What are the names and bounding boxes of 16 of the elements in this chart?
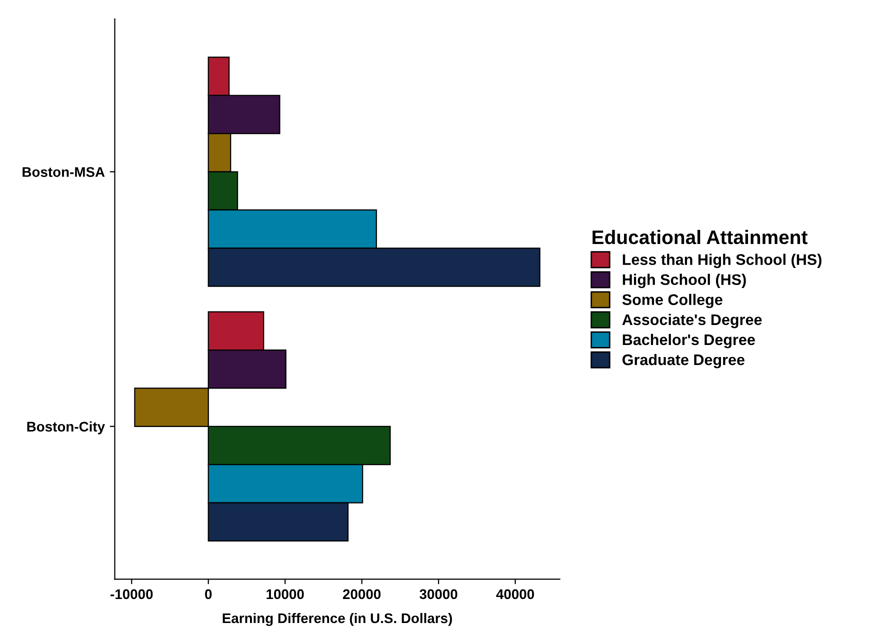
legend-label: Associate's Degree [622,314,762,328]
legend-title: Educational Attainment [592,230,808,244]
legend-label: Less than High School (HS) [622,254,822,268]
y-tick-label: Boston-MSA [22,167,105,177]
x-tick-label: 20000 [342,589,381,600]
x-tick-label: -10000 [110,589,153,600]
x-tick-label: 40000 [496,589,534,600]
x-tick-label: 10000 [266,589,304,600]
x-tick-label: 30000 [420,589,458,600]
y-tick-label: Boston-City [27,421,105,434]
legend-label: Graduate Degree [622,354,744,368]
legend-label: Some College [622,294,722,308]
legend-label: Bachelor's Degree [622,334,755,348]
x-axis-title: Earning Difference (in U.S. Dollars) [222,612,452,626]
x-tick-label: 0 [205,589,212,600]
legend-label: High School (HS) [622,274,746,288]
